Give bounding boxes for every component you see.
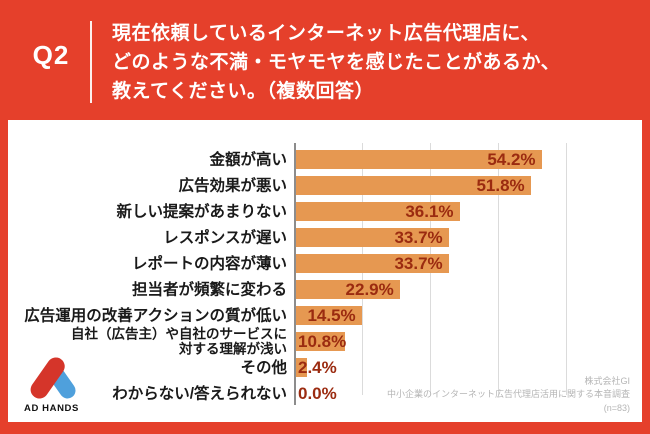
bar [296, 228, 449, 248]
bar [296, 306, 362, 326]
chart-panel: 金額が高い広告効果が悪い新しい提案があまりないレスポンスが遅いレポートの内容が薄… [8, 120, 642, 422]
bar [296, 254, 449, 274]
value-label: 33.7% [394, 253, 443, 273]
category-label: レポートの内容が薄い [131, 255, 287, 273]
bar [296, 358, 307, 378]
category-label: 担当者が頻繁に変わる [131, 281, 287, 299]
bar [296, 202, 460, 222]
bar [296, 280, 400, 300]
category-label: 金額が高い [209, 151, 287, 168]
adhands-logo-text: AD HANDS [24, 403, 79, 414]
value-label: 51.8% [476, 175, 525, 195]
source-note: 株式会社GI 中小企業のインターネット広告代理店活用に関する本音調査 (n=83… [387, 375, 630, 416]
gridline-45 [497, 143, 499, 395]
question-line-2: どのような不満・モヤモヤを感じたことがあるか、 [112, 52, 561, 73]
adhands-logo-icon [30, 357, 76, 399]
source-line-1: 株式会社GI [584, 375, 630, 386]
value-label: 22.9% [345, 279, 394, 299]
gridline-60 [565, 143, 567, 395]
category-label: 自社（広告主）や自社のサービスに 対する理解が浅い [71, 326, 287, 357]
plot-area: 54.2% 51.8% 36.1% 33.7% 33.7% 22.9% 14.5% 10.8%… [294, 143, 639, 405]
value-label: 33.7% [394, 227, 443, 247]
value-label: 0.0% [298, 383, 337, 403]
category-label: レスポンスが遅い [163, 229, 287, 247]
question-number: Q2 [32, 40, 70, 70]
value-label: 2.4% [298, 357, 337, 377]
category-label: 広告運用の改善アクションの質が低い [24, 307, 287, 325]
value-label: 36.1% [405, 201, 454, 221]
category-label: 広告効果が悪い [178, 177, 287, 195]
adhands-logo: AD HANDS [24, 354, 114, 414]
bar [296, 176, 531, 196]
value-label: 10.8% [298, 331, 347, 351]
axis-line [294, 143, 296, 405]
question-text: 現在依頼しているインターネット広告代理店に、 どのような不満・モヤモヤを感じたこ… [112, 19, 560, 106]
bar [296, 150, 542, 169]
value-label: 54.2% [487, 149, 536, 169]
source-line-3: (n=83) [603, 402, 630, 413]
source-line-2: 中小企業のインターネット広告代理店活用に関する本音調査 [386, 389, 630, 399]
question-line-3: 教えてください。（複数回答） [112, 81, 374, 102]
question-line-1: 現在依頼しているインターネット広告代理店に、 [112, 23, 540, 44]
category-label: わからない/答えられない [112, 385, 287, 403]
value-label: 14.5% [307, 305, 356, 325]
bar [296, 332, 345, 352]
header-divider [90, 21, 92, 103]
category-label: 新しい提案があまりない [116, 203, 287, 221]
category-label: その他 [240, 359, 287, 377]
